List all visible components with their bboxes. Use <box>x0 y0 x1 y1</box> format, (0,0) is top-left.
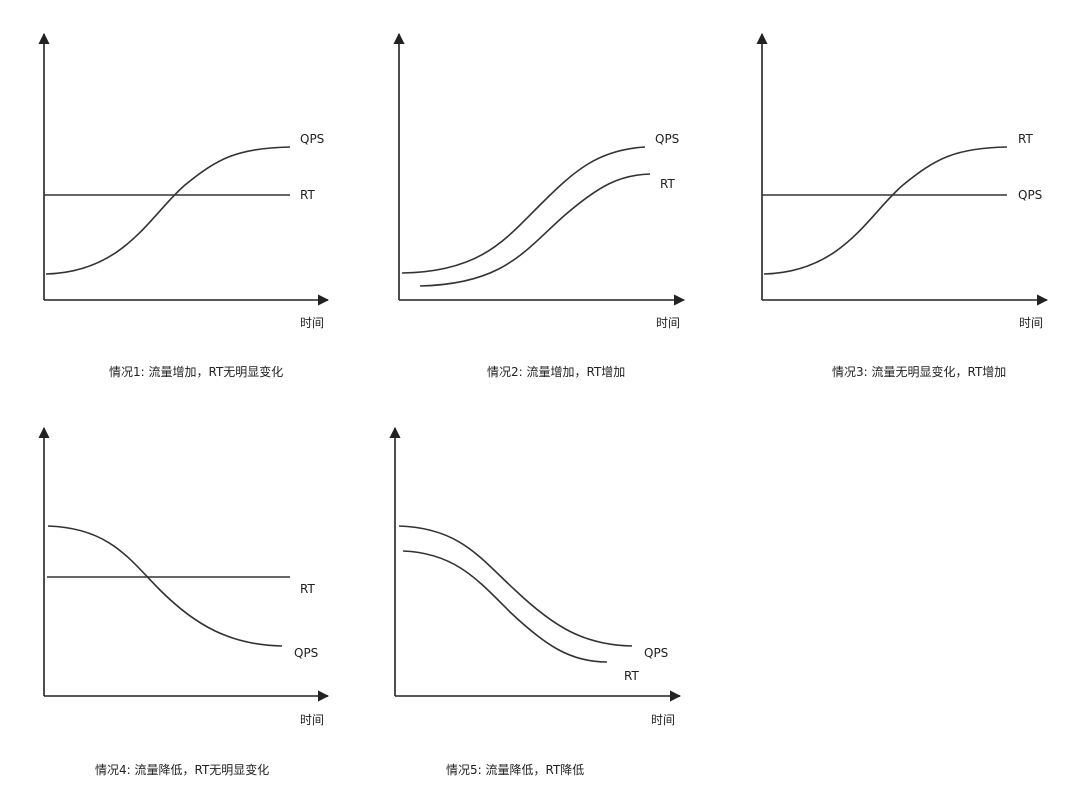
x-axis-label: 时间 <box>1019 316 1043 330</box>
qps-curve <box>401 146 646 274</box>
panel-5: QPS RT 时间 情况5: 流量降低，RT降低 <box>389 426 682 777</box>
series-label: QPS <box>655 132 679 146</box>
qps-curve <box>45 146 291 275</box>
series-label: RT <box>624 669 639 683</box>
x-axis-label: 时间 <box>300 316 324 330</box>
rt-curve <box>763 146 1008 275</box>
series-label: RT <box>1018 132 1033 146</box>
panel-4: RT QPS 时间 情况4: 流量降低，RT无明显变化 <box>38 426 330 777</box>
rt-curve <box>419 173 651 287</box>
panel-caption: 情况1: 流量增加，RT无明显变化 <box>109 364 283 379</box>
x-axis-label: 时间 <box>656 316 680 330</box>
x-axis-label: 时间 <box>300 713 324 727</box>
panel-caption: 情况4: 流量降低，RT无明显变化 <box>95 762 269 777</box>
rt-curve <box>402 550 608 663</box>
qps-curve <box>398 525 633 647</box>
panel-1: QPS RT 时间 情况1: 流量增加，RT无明显变化 <box>38 32 330 379</box>
series-label: RT <box>300 582 315 596</box>
panel-caption: 情况5: 流量降低，RT降低 <box>446 763 584 777</box>
series-label: QPS <box>300 132 324 146</box>
series-label: QPS <box>294 646 318 660</box>
panel-3: RT QPS 时间 情况3: 流量无明显变化，RT增加 <box>756 32 1049 379</box>
series-label: RT <box>660 177 675 191</box>
qps-curve <box>47 525 283 647</box>
panel-caption: 情况3: 流量无明显变化，RT增加 <box>832 364 1006 379</box>
series-label: QPS <box>644 646 668 660</box>
series-label: RT <box>300 188 315 202</box>
x-axis-label: 时间 <box>651 713 675 727</box>
panel-2: QPS RT 时间 情况2: 流量增加，RT增加 <box>393 32 686 379</box>
series-label: QPS <box>1018 188 1042 202</box>
panel-caption: 情况2: 流量增加，RT增加 <box>487 365 625 379</box>
